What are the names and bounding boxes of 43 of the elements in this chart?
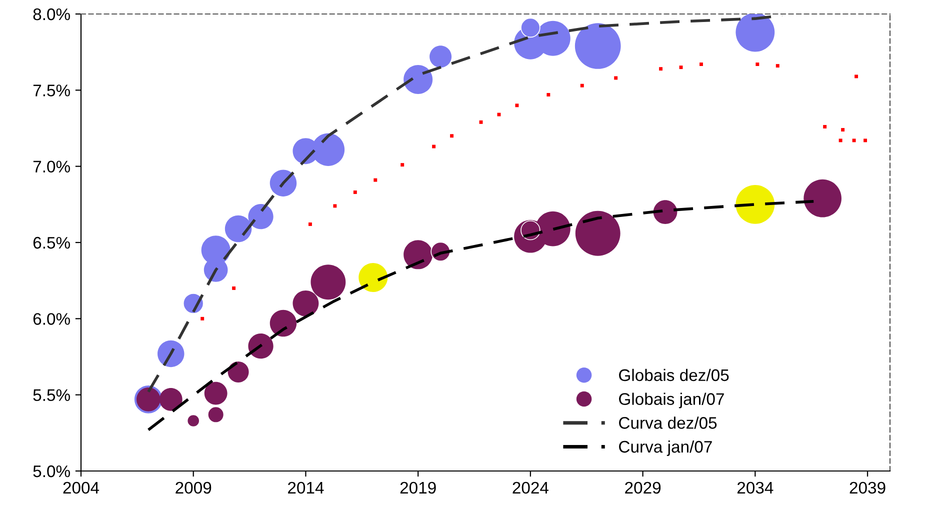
point (580, 84, 584, 88)
point (546, 93, 550, 96)
legend-label: Curva dez/05 (619, 416, 717, 429)
point (756, 62, 760, 66)
y-tick-label: 7.0% (33, 160, 70, 173)
point (614, 76, 618, 80)
legend-label: Curva jan/07 (619, 440, 712, 456)
x-tick-label: 2014 (288, 482, 324, 494)
x-tick-label: 2019 (400, 482, 436, 494)
y-tick-label: 6.5% (33, 236, 70, 249)
point (450, 134, 454, 138)
legend-label: Globais jan/07 (619, 392, 724, 408)
point (776, 64, 780, 68)
point (659, 67, 663, 71)
point (841, 128, 845, 132)
y-tick-label: 7.5% (33, 84, 70, 96)
x-tick-label: 2029 (625, 482, 661, 494)
y-tick-label: 6.0% (33, 313, 70, 325)
x-tick-label: 2004 (63, 482, 100, 494)
point (308, 222, 312, 226)
point (400, 163, 404, 167)
point (232, 286, 236, 290)
point (864, 138, 868, 142)
x-tick-label: 2009 (176, 482, 212, 494)
point (852, 138, 856, 142)
point (353, 190, 357, 194)
point (699, 62, 703, 66)
x-tick-label: 2024 (512, 482, 548, 494)
y-tick-label: 5.0% (33, 465, 70, 478)
point (838, 138, 842, 142)
point (854, 74, 858, 78)
x-tick-label: 2039 (850, 482, 886, 494)
point (497, 112, 501, 116)
point (823, 124, 827, 128)
y-tick-label: 5.5% (33, 389, 70, 402)
point (515, 104, 519, 108)
point (333, 204, 337, 208)
legend-label: Globais dez/05 (619, 368, 729, 382)
x-tick-label: 2034 (737, 482, 774, 494)
point (374, 178, 378, 182)
point (432, 144, 436, 148)
y-tick-label: 8.0% (33, 8, 70, 20)
point (200, 316, 204, 320)
